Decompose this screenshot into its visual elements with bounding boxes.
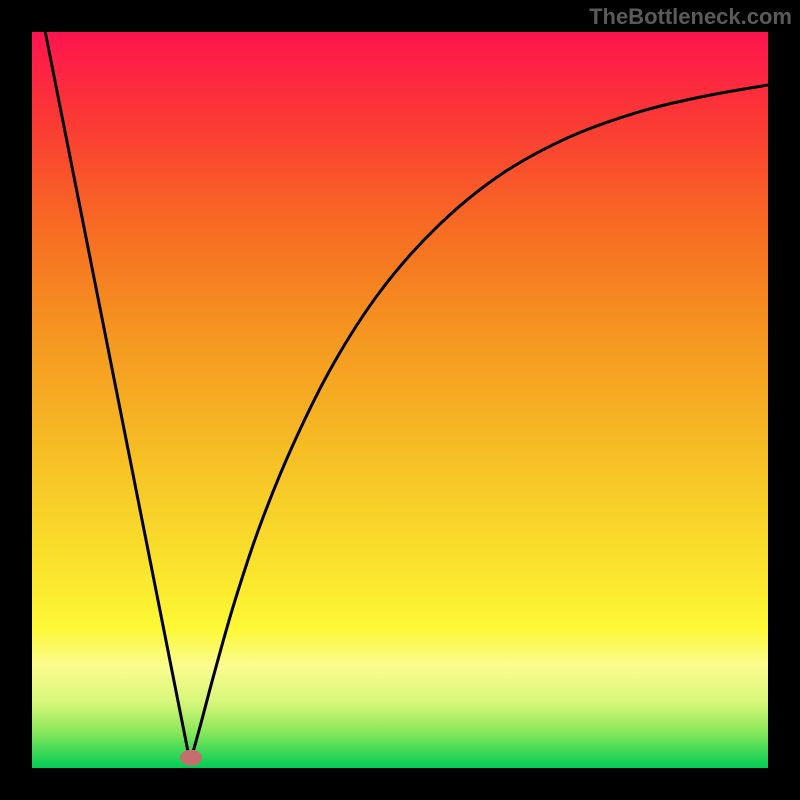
plot-background — [32, 32, 768, 768]
chart-container: TheBottleneck.com — [0, 0, 800, 800]
plot-area — [32, 32, 768, 768]
attribution-label: TheBottleneck.com — [589, 4, 792, 30]
minimum-marker — [180, 750, 202, 766]
